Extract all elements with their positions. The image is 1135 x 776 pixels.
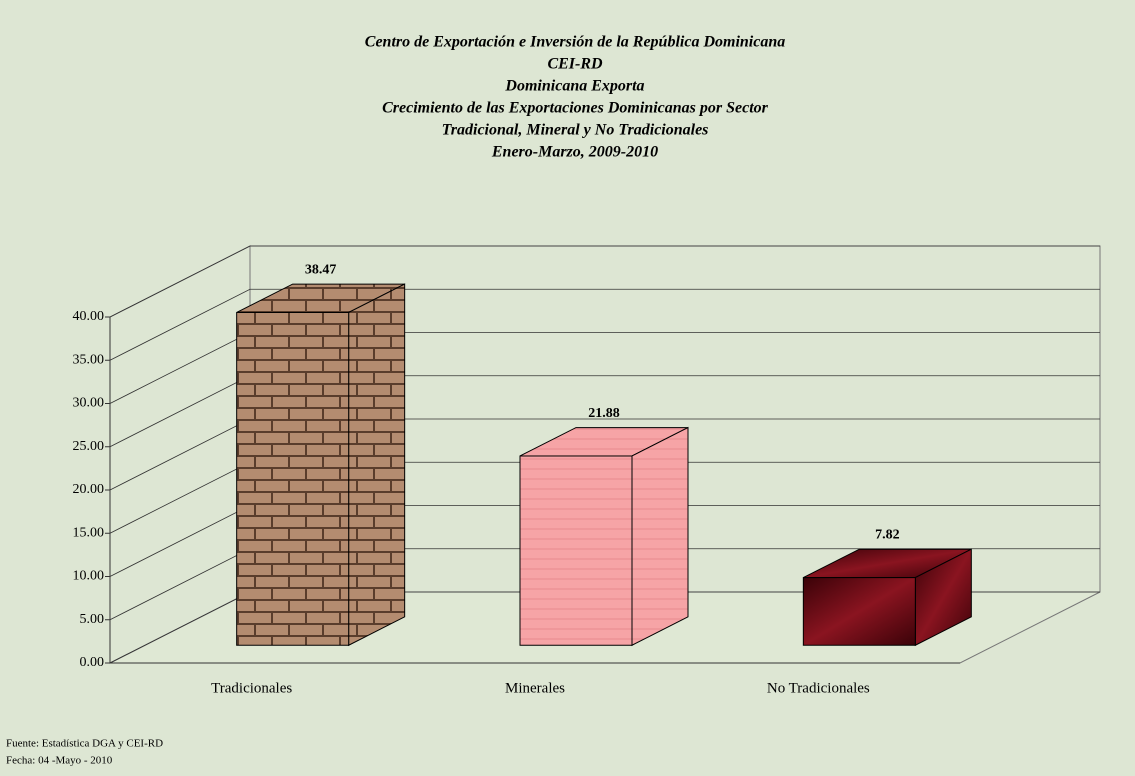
bar-side xyxy=(348,283,406,647)
y-tick-label: 5.00 xyxy=(80,612,105,627)
x-tick-label: No Tradicionales xyxy=(767,680,870,696)
y-tick-label: 10.00 xyxy=(73,569,105,584)
grid-line xyxy=(109,245,1100,318)
value-label: 38.47 xyxy=(305,262,337,277)
y-tick-label: 40.00 xyxy=(73,309,105,324)
bar xyxy=(802,577,916,646)
bar-side xyxy=(631,426,689,647)
source-note: Fuente: Estadística DGA y CEI-RD xyxy=(6,738,163,750)
y-tick-label: 20.00 xyxy=(73,482,105,497)
chart-title: Dominicana Exporta xyxy=(504,78,644,95)
y-tick-label: 25.00 xyxy=(73,439,105,454)
chart-title: Enero-Marzo, 2009-2010 xyxy=(491,144,658,161)
chart-title: Crecimiento de las Exportaciones Dominic… xyxy=(382,100,769,117)
chart-title: CEI-RD xyxy=(547,56,603,73)
value-label: 21.88 xyxy=(588,406,620,421)
grid-line xyxy=(109,288,1100,361)
chart-title: Centro de Exportación e Inversión de la … xyxy=(365,34,785,51)
x-tick-label: Minerales xyxy=(505,680,565,696)
y-tick-label: 15.00 xyxy=(73,525,105,540)
date-note: Fecha: 04 -Mayo - 2010 xyxy=(6,755,113,767)
y-tick-label: 35.00 xyxy=(73,352,105,367)
bar xyxy=(236,311,350,646)
y-tick-label: 0.00 xyxy=(80,655,105,670)
bar xyxy=(519,455,633,646)
chart-title: Tradicional, Mineral y No Tradicionales xyxy=(442,122,709,139)
y-tick-label: 30.00 xyxy=(73,396,105,411)
x-tick-label: Tradicionales xyxy=(211,680,292,696)
value-label: 7.82 xyxy=(875,527,900,542)
